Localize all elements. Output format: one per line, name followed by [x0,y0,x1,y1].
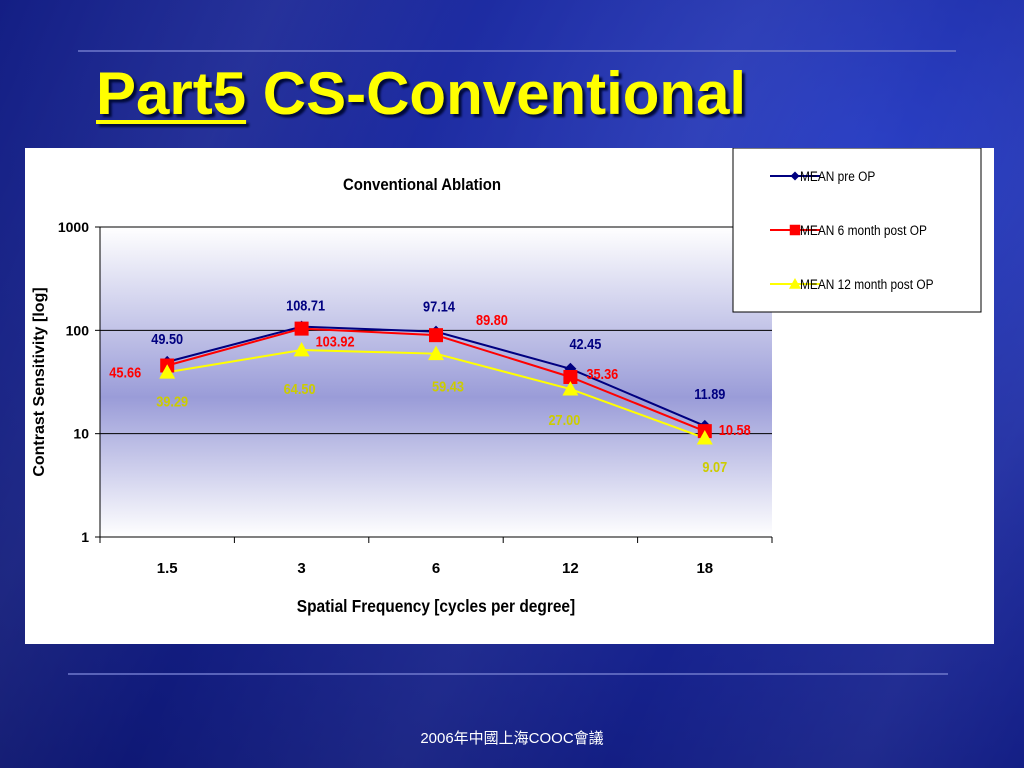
chart-title: Conventional Ablation [343,176,501,194]
data-label: 103.92 [316,333,355,350]
slide-footer: 2006年中國上海COOC會議 [420,730,604,747]
legend-marker [789,224,801,236]
y-tick-label: 1000 [58,219,89,235]
data-point [294,321,309,336]
data-label: 42.45 [569,335,601,352]
data-point [293,342,310,357]
data-point [159,364,176,379]
x-tick-label: 18 [696,560,713,577]
data-label: 108.71 [286,297,325,314]
x-tick-label: 3 [297,560,305,577]
legend-marker [789,278,801,289]
data-label: 35.36 [586,365,618,382]
data-point [429,328,443,343]
data-label: 27.00 [548,411,580,428]
legend-marker [790,171,800,181]
x-tick-label: 1.5 [157,560,178,577]
data-point [696,430,713,445]
top-divider [78,50,956,52]
plot-area [100,227,772,537]
y-axis-title: Contrast Sensitivity [log] [31,287,48,476]
data-label: 49.50 [151,330,183,347]
data-label: 39.29 [156,392,188,409]
x-axis-title: Spatial Frequency [cycles per degree] [297,596,575,616]
data-label: 10.58 [719,421,751,438]
x-tick-label: 12 [562,560,579,577]
x-tick-label: 6 [432,560,440,577]
data-point [563,369,578,384]
chart-panel: 1 10 100 1000 1.5 3 6 12 18 49.50 108.71 97.14 42.4… [25,148,994,644]
series-group [159,320,713,445]
legend-label: MEAN pre OP [800,168,875,184]
bottom-divider [68,673,948,675]
legend-label: MEAN 12 month post OP [800,276,934,292]
data-label: 89.80 [476,311,508,328]
legend-label: MEAN 6 month post OP [800,222,927,238]
data-label: 9.07 [702,458,727,475]
legend: MEAN pre OP MEAN 6 month post OP MEAN 12 m… [732,148,982,313]
data-label: 59.43 [432,378,464,395]
data-label: 97.14 [423,298,455,315]
data-labels: 49.50 108.71 97.14 42.45 11.89 45.66 103.92 89.… [109,297,751,476]
data-label: 11.89 [694,385,725,402]
y-tick-label: 1 [81,529,89,545]
data-point [428,345,444,361]
data-point [562,381,579,396]
axes: 1 10 100 1000 1.5 3 6 12 18 [58,219,773,577]
y-tick-label: 100 [66,322,90,338]
y-tick-label: 10 [73,426,89,442]
data-label: 64.50 [284,380,316,397]
slide-title-rest: CS-Conventional [262,60,747,127]
line-chart: 1 10 100 1000 1.5 3 6 12 18 49.50 108.71 97.14 42.4… [31,148,982,616]
slide-title-part: Part5 [96,60,247,127]
slide-title: Part5 CS-Conventional [96,58,746,130]
data-label: 45.66 [109,364,141,381]
